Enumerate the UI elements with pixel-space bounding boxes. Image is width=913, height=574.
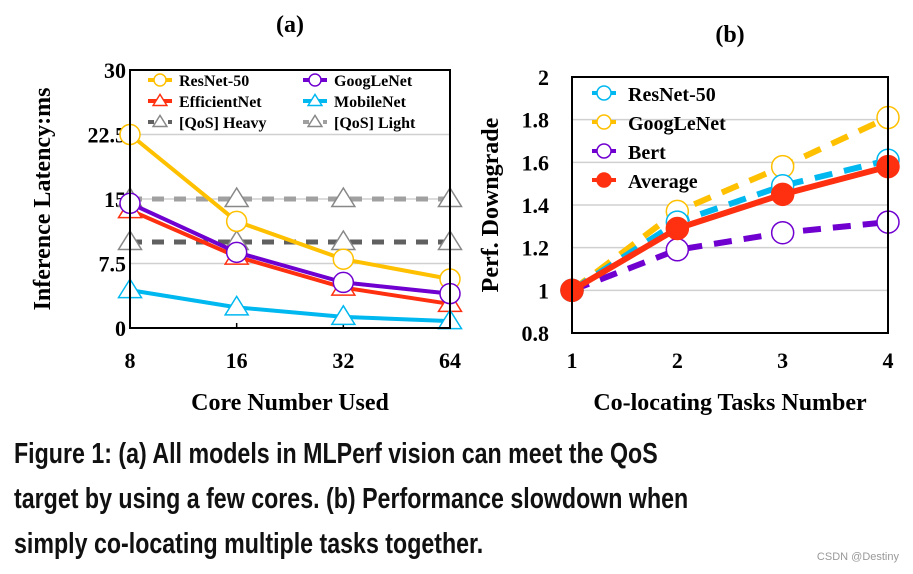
legend-item: GoogLeNet [303, 73, 413, 90]
y-tick-label: 30 [104, 58, 126, 83]
panel-label: (a) [276, 12, 304, 38]
series-line [128, 132, 451, 281]
y-tick-label: 1 [538, 278, 549, 303]
legend-marker [596, 172, 612, 188]
legend-marker [151, 113, 169, 128]
data-point [770, 220, 795, 245]
x-axis-label: Co-locating Tasks Number [593, 390, 867, 416]
legend-label: MobileNet [334, 94, 407, 111]
legend-item: ResNet-50 [592, 84, 716, 106]
data-point [770, 182, 795, 207]
legend: ResNet-50 GoogLeNet EfficientNet MobileNet [… [148, 73, 416, 132]
legend-item: [QoS] Light [303, 113, 416, 132]
data-point [223, 294, 250, 316]
x-tick-label: 32 [332, 348, 354, 373]
y-tick-label: 2 [538, 65, 549, 90]
x-tick-label: 1 [567, 348, 578, 373]
series-googlenet [119, 192, 461, 305]
plot-frame [571, 76, 889, 334]
panel-label: (b) [715, 22, 744, 48]
y-tick-label: 1.2 [522, 236, 550, 261]
series-mobilenet [117, 277, 463, 330]
data-point [330, 186, 357, 208]
legend-item: Average [592, 171, 698, 193]
legend-item: ResNet-50 [148, 73, 249, 90]
y-tick-label: 1.8 [522, 108, 550, 133]
y-tick-label: 0.8 [522, 321, 550, 346]
data-point [665, 216, 690, 241]
legend-label: GoogLeNet [628, 113, 726, 135]
caption-line-1: Figure 1: (a) All models in MLPerf visio… [14, 438, 658, 470]
legend-label: [QoS] Heavy [179, 115, 267, 132]
y-tick-label: 0 [115, 316, 126, 341]
data-point [225, 241, 248, 264]
x-tick-label: 4 [883, 348, 894, 373]
legend-marker [151, 92, 169, 107]
legend-item: Bert [592, 142, 666, 164]
series-line [570, 163, 889, 293]
legend-label: ResNet-50 [179, 73, 249, 90]
legend-label: Average [628, 171, 698, 193]
plot-frame [129, 69, 451, 329]
x-tick-label: 3 [777, 348, 788, 373]
series-line [570, 219, 889, 294]
legend-label: [QoS] Light [334, 115, 416, 132]
series-line [129, 201, 451, 296]
legend-marker [306, 113, 324, 128]
series--qos-light [117, 186, 463, 208]
y-tick-label: 7.5 [99, 252, 127, 277]
y-axis-label: Inference Latency:ms [30, 88, 56, 311]
legend-label: ResNet-50 [628, 84, 716, 106]
legend-label: Bert [628, 142, 666, 164]
x-tick-label: 2 [672, 348, 683, 373]
legend-item: EfficientNet [148, 92, 262, 111]
legend-label: GoogLeNet [334, 73, 413, 90]
y-tick-label: 1.6 [522, 150, 550, 175]
y-tick-label: 1.4 [522, 193, 550, 218]
legend-marker [596, 85, 612, 101]
legend-item: MobileNet [303, 92, 407, 111]
series-bert [560, 210, 900, 303]
legend-marker [308, 73, 322, 87]
series-line [570, 114, 890, 293]
legend-item: GoogLeNet [592, 113, 726, 135]
legend: ResNet-50 GoogLeNet Bert Average [592, 84, 726, 193]
caption-line-2: target by using a few cores. (b) Perform… [14, 483, 689, 515]
legend-item: [QoS] Heavy [148, 113, 267, 132]
caption-line-3: simply co-locating multiple tasks togeth… [14, 528, 484, 560]
x-axis-label: Core Number Used [191, 390, 389, 416]
series-line [129, 288, 451, 324]
legend-marker [596, 114, 612, 130]
legend-marker [306, 92, 324, 107]
watermark: CSDN @Destiny [816, 551, 899, 563]
series-resnet-50 [119, 123, 461, 290]
legend-marker [153, 73, 167, 87]
x-tick-label: 16 [226, 348, 248, 373]
data-point [665, 238, 690, 262]
y-axis-label: Perf. Downgrade [478, 117, 504, 292]
data-point [332, 248, 355, 270]
legend-marker [596, 143, 612, 159]
chart-b: (b) 0.8 1 1.2 1.4 1.6 1.8 2 1 2 3 4 Co-locating Task… [478, 22, 900, 416]
data-point [332, 271, 355, 294]
data-point [225, 210, 248, 233]
series-line [129, 208, 451, 306]
data-point [223, 186, 250, 208]
data-point [330, 304, 357, 326]
x-tick-label: 64 [439, 348, 461, 373]
legend-label: EfficientNet [179, 94, 262, 111]
x-tick-label: 8 [125, 348, 136, 373]
